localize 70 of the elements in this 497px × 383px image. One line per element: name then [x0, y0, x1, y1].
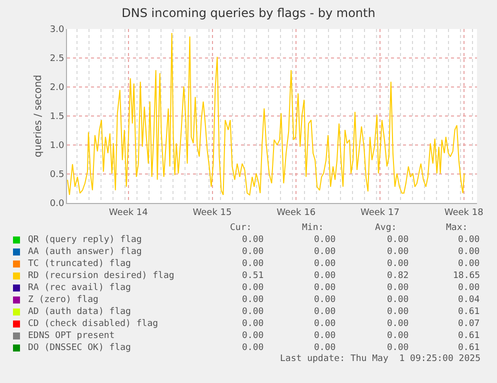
y-axis-title: queries / second — [32, 74, 44, 158]
text: 0.00 — [242, 307, 264, 317]
text: 0.61 — [458, 331, 480, 341]
legend-label: EDNS OPT present — [28, 331, 115, 341]
text: 0.00 — [314, 295, 336, 305]
x-tick-label: Week 15 — [192, 208, 232, 218]
text: Min: — [302, 223, 324, 233]
legend-label: DO (DNSSEC OK) flag — [28, 343, 131, 353]
text: 0.00 — [314, 307, 336, 317]
y-tick-label: 1.5 — [50, 112, 64, 122]
y-tick-label: 0.0 — [50, 199, 64, 210]
text: 0.61 — [458, 307, 480, 317]
text: Last update: Thu May 1 09:25:00 2025 — [280, 354, 480, 364]
legend-label: AD (auth data) flag — [28, 307, 131, 317]
text: 0.00 — [387, 259, 409, 269]
y-tick-label: 2.0 — [50, 83, 64, 94]
text: 0.00 — [387, 283, 409, 293]
text: 0.07 — [458, 319, 480, 329]
text: 0.00 — [314, 271, 336, 281]
text: 0.00 — [387, 235, 409, 245]
text: 0.00 — [314, 319, 336, 329]
legend-label: AA (auth answer) flag — [28, 247, 142, 257]
text: 0.00 — [314, 343, 336, 353]
text: Avg: — [375, 223, 397, 233]
text: 0.00 — [242, 295, 264, 305]
text: 0.00 — [242, 343, 264, 353]
legend-label: QR (query reply) flag — [28, 235, 142, 245]
text: 0.00 — [458, 235, 480, 245]
text: 0.00 — [387, 319, 409, 329]
text: 0.00 — [314, 259, 336, 269]
text: 0.00 — [458, 259, 480, 269]
x-tick-label: Week 17 — [360, 208, 400, 218]
text: 0.04 — [458, 295, 480, 305]
text: 0.00 — [242, 235, 264, 245]
legend-label: TC (truncated) flag — [28, 259, 131, 269]
text: 0.00 — [458, 247, 480, 257]
y-tick-label: 3.0 — [50, 25, 64, 36]
text: 0.00 — [314, 283, 336, 293]
chart-title: DNS incoming queries by flags - by month — [122, 6, 376, 20]
text: 0.00 — [387, 307, 409, 317]
legend-label: RA (rec avail) flag — [28, 283, 131, 293]
y-tick-label: 0.5 — [50, 170, 64, 180]
text: 0.51 — [242, 271, 264, 281]
text: Cur: — [230, 223, 252, 233]
text: 0.00 — [242, 319, 264, 329]
legend-label: CD (check disabled) flag — [28, 319, 158, 329]
text: 0.00 — [242, 247, 264, 257]
text: 0.61 — [458, 343, 480, 353]
x-tick-label: Week 14 — [108, 208, 148, 218]
y-tick-label: 1.0 — [50, 141, 64, 152]
text: 0.00 — [242, 259, 264, 269]
text: 0.82 — [387, 271, 409, 281]
text: 0.00 — [387, 247, 409, 257]
y-tick-label: 2.5 — [50, 54, 64, 64]
text: 0.00 — [314, 331, 336, 341]
text: 0.00 — [387, 331, 409, 341]
text: 0.00 — [458, 283, 480, 293]
text: 0.00 — [314, 235, 336, 245]
text: 0.00 — [242, 331, 264, 341]
legend-label: RD (recursion desired) flag — [28, 271, 174, 281]
text: Max: — [446, 223, 468, 233]
x-tick-label: Week 18 — [444, 208, 484, 218]
text: 0.00 — [314, 247, 336, 257]
text: 18.65 — [453, 271, 480, 281]
x-tick-label: Week 16 — [276, 208, 316, 218]
line-series — [67, 32, 465, 196]
text: 0.00 — [387, 343, 409, 353]
text: 0.00 — [387, 295, 409, 305]
legend-label: Z (zero) flag — [28, 295, 98, 305]
text: 0.00 — [242, 283, 264, 293]
